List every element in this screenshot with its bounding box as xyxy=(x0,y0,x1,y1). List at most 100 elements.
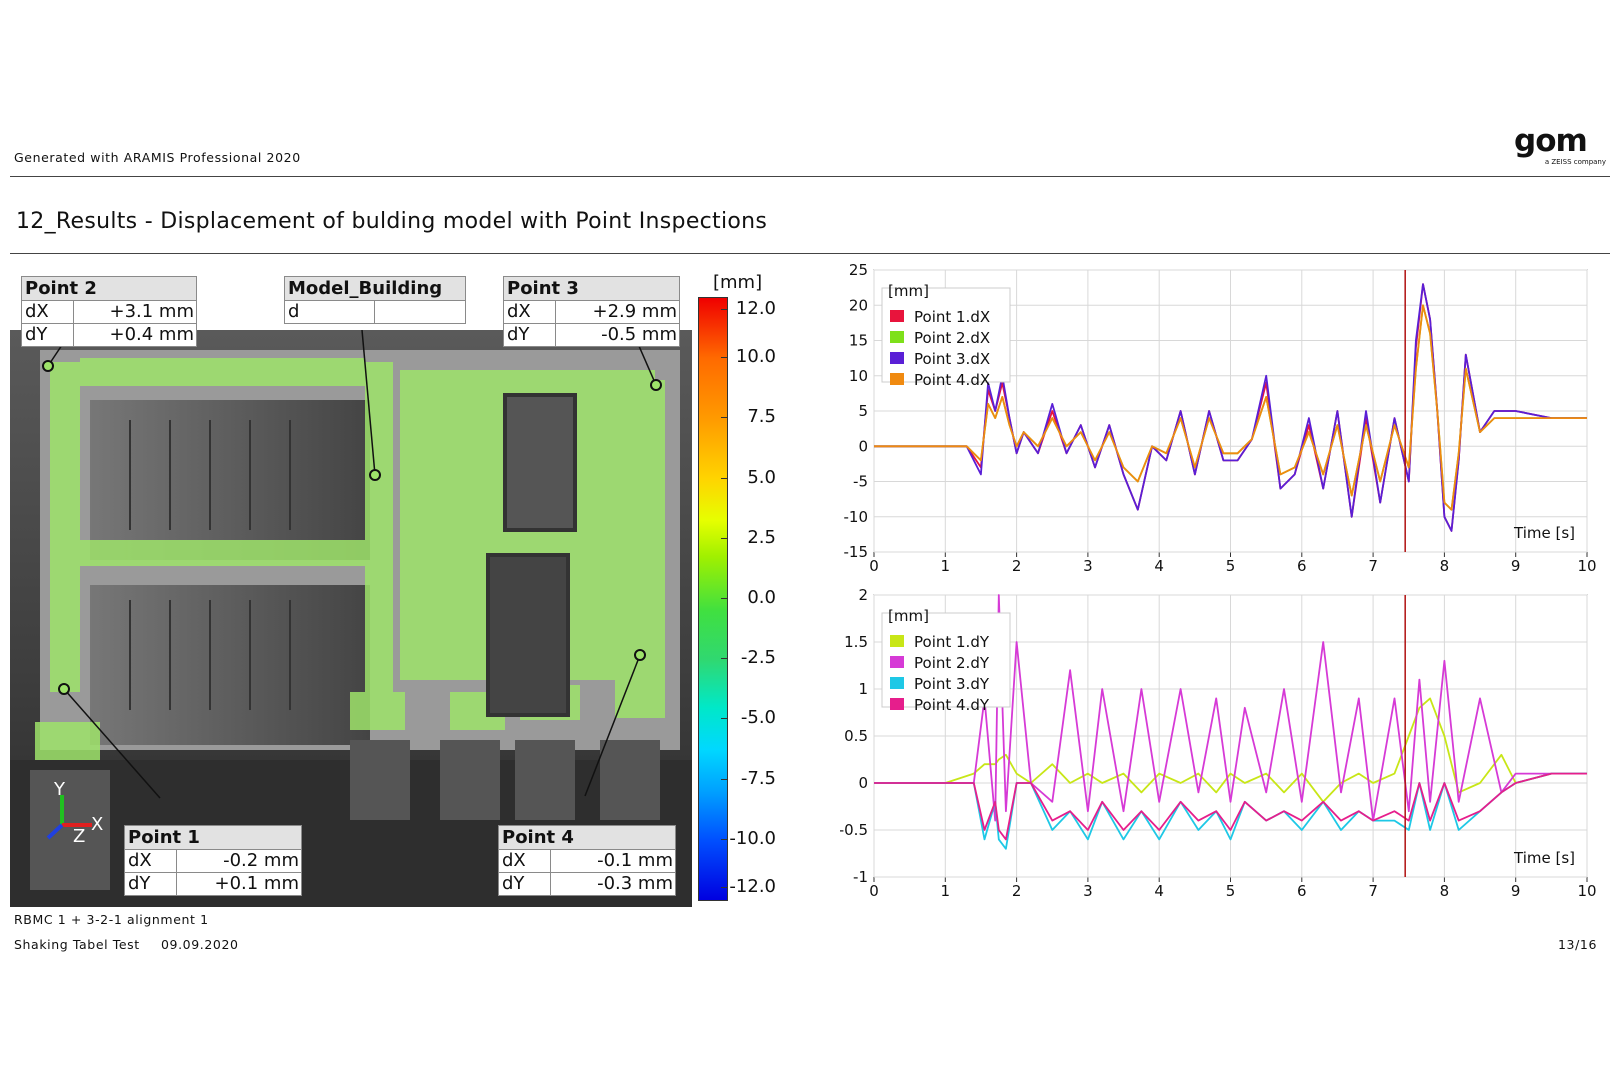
legend-label: Point 1.dY xyxy=(914,633,990,651)
color-scale-tick-mark xyxy=(721,477,727,479)
y-tick-label: 0 xyxy=(858,437,868,455)
y-tick-label: 20 xyxy=(849,296,868,314)
axis-label-y: Y xyxy=(54,779,65,800)
callout-point-2: Point 2 dX +3.1 mm dY +0.4 mm xyxy=(21,276,197,347)
axis-label-z: Z xyxy=(73,826,86,847)
callout-value: +3.1 mm xyxy=(109,301,195,322)
color-scale-tick: 2.5 xyxy=(747,526,776,548)
color-scale-tick-mark xyxy=(721,778,727,780)
legend-label: Point 1.dX xyxy=(914,308,990,326)
series-line xyxy=(874,304,1587,511)
callout-value: +2.9 mm xyxy=(592,301,678,322)
color-scale-tick-mark xyxy=(721,357,727,359)
header-divider xyxy=(10,176,1610,177)
legend-swatch xyxy=(890,373,904,385)
color-scale-tick: -7.5 xyxy=(740,767,776,789)
x-tick-label: 0 xyxy=(869,882,879,900)
callout-key: dY xyxy=(499,873,551,895)
color-scale-tick-mark xyxy=(721,537,727,539)
series-line xyxy=(874,772,1587,850)
callout-value xyxy=(375,301,465,323)
callout-key: dX xyxy=(504,301,556,323)
callout-title: Model_Building xyxy=(285,277,465,301)
x-tick-label: 4 xyxy=(1154,557,1164,575)
y-tick-label: 15 xyxy=(849,332,868,350)
y-tick-label: 10 xyxy=(849,367,868,385)
x-tick-label: 3 xyxy=(1083,557,1093,575)
callout-key: dX xyxy=(125,850,177,872)
series-line xyxy=(874,772,1587,841)
color-scale-tick: 5.0 xyxy=(747,466,776,488)
x-tick-label: 10 xyxy=(1577,882,1596,900)
x-tick-label: 10 xyxy=(1577,557,1596,575)
callout-point-3: Point 3 dX +2.9 mm dY -0.5 mm xyxy=(503,276,680,347)
y-tick-label: -5 xyxy=(853,473,868,491)
series-line xyxy=(874,697,1587,803)
legend-label: Point 4.dY xyxy=(914,696,990,714)
chart-dy: 0 1 2 3 4 5 6 7 8 9 10 2 1.5 1 0.5 0 -0.5 -1 [mm] Point 1.d… xyxy=(840,586,1597,900)
y-tick-label: -10 xyxy=(844,508,869,526)
color-scale-unit: [mm] xyxy=(713,272,763,293)
y-tick-label: 1 xyxy=(858,680,868,698)
callout-title: Point 1 xyxy=(125,826,301,850)
callout-point-1: Point 1 dX -0.2 mm dY +0.1 mm xyxy=(124,825,302,896)
y-tick-label: 0.5 xyxy=(844,727,868,745)
chart-dx: 0 1 2 3 4 5 6 7 8 9 10 25 20 15 10 5 0 -5 -10 -15 [mm] Point … xyxy=(844,261,1597,575)
gom-logo: gom a ZEISS company xyxy=(1514,123,1606,167)
legend-label: Point 2.dY xyxy=(914,654,990,672)
callout-key: dX xyxy=(499,850,551,872)
test-date-text: 09.09.2020 xyxy=(161,937,239,952)
x-tick-label: 8 xyxy=(1440,882,1450,900)
callout-model-building: Model_Building d xyxy=(284,276,466,324)
test-name-text: Shaking Tabel Test xyxy=(14,937,140,952)
x-tick-label: 6 xyxy=(1297,557,1307,575)
x-tick-label: 5 xyxy=(1226,882,1236,900)
x-tick-label: 1 xyxy=(941,557,951,575)
legend-swatch xyxy=(890,331,904,343)
x-axis-label: Time [s] xyxy=(1513,849,1575,867)
x-axis-label: Time [s] xyxy=(1513,524,1575,542)
color-scale-tick: -2.5 xyxy=(740,647,776,669)
page-number: 13/16 xyxy=(1558,937,1598,952)
color-scale-tick: 7.5 xyxy=(747,406,776,428)
callout-value: -0.1 mm xyxy=(597,850,673,871)
logo-text: gom xyxy=(1514,123,1588,159)
y-tick-label: 25 xyxy=(849,261,868,279)
callout-key: d xyxy=(285,301,375,323)
color-scale-tick: -12.0 xyxy=(729,876,776,897)
color-scale-tick: -10.0 xyxy=(729,827,776,849)
legend-label: Point 2.dX xyxy=(914,329,990,347)
color-scale-tick: 10.0 xyxy=(735,346,776,368)
y-tick-label: -1 xyxy=(853,868,868,886)
x-tick-label: 3 xyxy=(1083,882,1093,900)
legend-label: Point 4.dX xyxy=(914,371,990,389)
callout-title: Point 2 xyxy=(22,277,196,301)
legend-label: Point 3.dY xyxy=(914,675,990,693)
callout-title: Point 3 xyxy=(504,277,679,301)
callout-value: -0.3 mm xyxy=(597,873,673,894)
legend-swatch xyxy=(890,698,904,710)
color-scale-tick-mark xyxy=(721,598,727,599)
title-divider xyxy=(10,253,1610,254)
legend-swatch xyxy=(890,677,904,689)
color-scale-tick-mark xyxy=(721,417,727,419)
y-tick-label: 1.5 xyxy=(844,633,868,651)
generated-with-text: Generated with ARAMIS Professional 2020 xyxy=(14,150,301,165)
color-scale-tick-mark xyxy=(721,887,727,888)
color-scale-tick-mark xyxy=(721,309,727,310)
x-tick-label: 1 xyxy=(941,882,951,900)
callout-title: Point 4 xyxy=(499,826,675,850)
axis-label-x: X xyxy=(91,814,104,835)
callout-key: dY xyxy=(125,873,177,895)
callout-value: +0.4 mm xyxy=(109,324,195,345)
y-tick-label: 5 xyxy=(858,402,868,420)
y-tick-label: 2 xyxy=(858,586,868,604)
color-scale-tick: 0.0 xyxy=(747,587,776,608)
legend-swatch xyxy=(890,310,904,322)
y-axis-unit: [mm] xyxy=(888,607,929,625)
x-tick-label: 8 xyxy=(1440,557,1450,575)
legend-swatch xyxy=(890,656,904,668)
building-model-image xyxy=(10,330,692,907)
x-tick-label: 4 xyxy=(1154,882,1164,900)
callout-key: dY xyxy=(22,324,74,346)
